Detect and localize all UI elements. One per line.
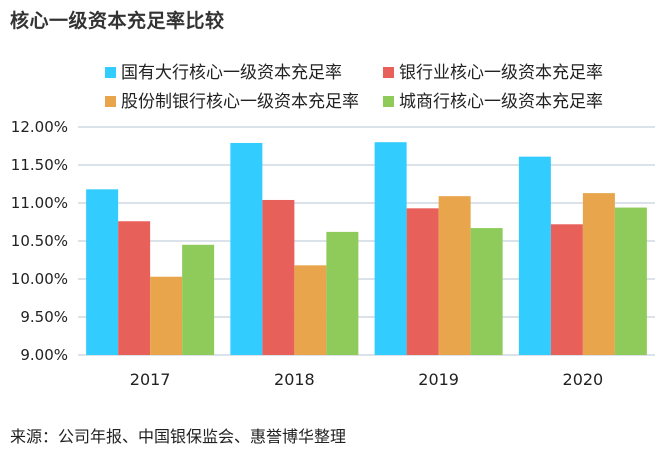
legend-swatch [383,96,394,107]
bar [406,208,439,355]
bar [550,224,583,355]
bar [374,142,407,355]
y-tick-label: 9.50% [20,308,68,326]
bar [470,228,503,355]
y-tick-label: 10.00% [11,270,68,288]
y-tick-label: 12.00% [11,118,68,136]
bar [582,193,615,355]
legend-label: 城商行核心一级资本充足率 [399,92,603,112]
x-tick-label: 2019 [418,370,459,389]
chart-title: 核心一级资本充足率比较 [10,10,225,32]
y-tick-label: 11.50% [11,156,68,174]
bar [294,265,327,355]
bars [86,142,647,355]
bar [438,196,471,355]
bar [86,189,119,355]
y-tick-label: 10.50% [11,232,68,250]
legend-label: 银行业核心一级资本充足率 [399,63,603,83]
bar [118,221,151,355]
y-axis: 9.00% 9.50% 10.00% 10.50% 11.00% 11.50% 12.00% [11,118,68,364]
x-tick-label: 2020 [563,370,604,389]
x-tick-label: 2018 [274,370,315,389]
bar [262,199,295,355]
x-axis: 2017 2018 2019 2020 [130,370,603,389]
legend-label: 国有大行核心一级资本充足率 [121,63,342,83]
legend-swatch [383,67,394,78]
y-tick-label: 9.00% [20,346,68,364]
bar [150,276,183,355]
bar [230,142,263,355]
x-tick-label: 2017 [130,370,171,389]
y-tick-label: 11.00% [11,194,68,212]
legend-swatch [105,96,116,107]
bar [182,244,215,355]
legend-swatch [105,67,116,78]
bar [326,231,359,355]
bar [614,207,647,355]
legend-label: 股份制银行核心一级资本充足率 [121,92,359,112]
source-note: 来源：公司年报、中国银保监会、惠誉博华整理 [10,427,347,446]
bar [518,156,551,355]
